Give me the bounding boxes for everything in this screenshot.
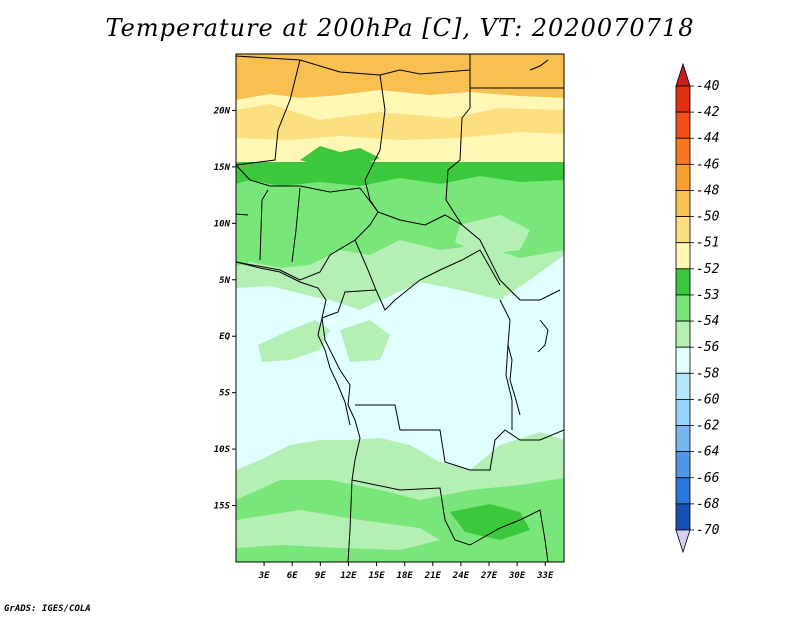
colorbar-label: -42 <box>696 105 720 120</box>
lat-tick-label: 10N <box>214 219 231 229</box>
colorbar-label: -51 <box>696 236 719 251</box>
lat-tick-label: 5N <box>219 276 230 286</box>
lon-tick-label: 21E <box>424 571 442 581</box>
field-dark-green-south <box>450 504 530 540</box>
colorbar-swatch <box>675 85 691 113</box>
colorbar-swatch <box>675 346 691 374</box>
colorbar-label: -70 <box>696 523 720 538</box>
colorbar-label: -40 <box>696 79 720 94</box>
coastline <box>236 59 549 426</box>
lon-tick-label: 6E <box>287 571 298 581</box>
lon-tick-label: 15E <box>368 571 385 581</box>
lon-tick-label: 3E <box>258 571 270 581</box>
colorbar-label: -53 <box>696 288 719 303</box>
colorbar-label: -54 <box>696 314 719 329</box>
colorbar-swatch <box>675 425 691 453</box>
field-yellow <box>236 104 564 140</box>
lat-tick-label: 5S <box>219 389 230 399</box>
lon-tick-label: 12E <box>340 571 357 581</box>
lon-tick-label: 30E <box>508 571 526 581</box>
colorbar-label: -62 <box>696 419 720 434</box>
colorbar-label: -68 <box>696 497 720 512</box>
colorbar-swatch <box>675 320 691 348</box>
colorbar-label: -64 <box>696 445 719 460</box>
colorbar-swatch <box>675 190 691 217</box>
footer-credit: GrADS: IGES/COLA <box>4 604 91 614</box>
axis-ticks: 3E 6E 9E 12E 15E 18E 21E 24E 27E 30E 33E 20N 15N 10N 5… <box>213 106 554 581</box>
colorbar-swatch <box>675 294 691 322</box>
lat-tick-label: 20N <box>213 106 231 116</box>
colorbar-swatch <box>675 216 691 244</box>
colorbar-label: -50 <box>696 210 720 225</box>
colorbar-label: -46 <box>696 157 720 172</box>
lat-tick-label: 10S <box>214 445 231 455</box>
country-borders <box>236 54 564 562</box>
map-frame <box>235 53 565 563</box>
colorbar-swatch <box>675 137 691 165</box>
colorbar-swatch <box>675 268 691 296</box>
map-title: Temperature at 200hPa [C], VT: 202007071… <box>105 14 695 42</box>
colorbar-swatch <box>675 242 691 270</box>
colorbar-label: -44 <box>696 131 719 146</box>
colorbar-top-triangle <box>675 62 691 87</box>
colorbar-swatch <box>675 111 691 139</box>
lon-tick-label: 33E <box>536 571 554 581</box>
lat-tick-label: 15N <box>214 163 231 173</box>
field-cyan <box>236 255 564 470</box>
colorbar-swatch <box>675 372 691 400</box>
colorbar-swatch <box>675 451 691 479</box>
colorbar-label: -52 <box>696 262 720 277</box>
lat-tick-label: 15S <box>214 502 231 512</box>
field-light-pocket <box>455 215 530 255</box>
lon-tick-label: 9E <box>315 571 326 581</box>
colorbar-label: -66 <box>696 471 720 486</box>
colorbar-swatch <box>675 503 691 531</box>
colorbar: -40 -42 -44 -46 -48 -50 -51 -52 -53 -54 -56 -58 -60 -… <box>675 62 720 554</box>
colorbar-swatch <box>675 399 691 426</box>
lon-tick-label: 24E <box>452 571 470 581</box>
field-green-tongue <box>258 320 330 362</box>
colorbar-bottom-triangle <box>675 529 691 554</box>
colorbar-label: -58 <box>696 366 720 381</box>
field-dark-green <box>236 162 564 186</box>
colorbar-label: -60 <box>696 392 720 407</box>
lat-tick-label: EQ <box>219 332 230 342</box>
temperature-field <box>236 54 564 562</box>
lon-tick-label: 18E <box>397 571 414 581</box>
colorbar-label: -56 <box>696 340 720 355</box>
colorbar-swatch <box>675 477 691 505</box>
field-green-tongue-2 <box>340 320 390 362</box>
colorbar-label: -48 <box>696 183 720 198</box>
field-light-green-south <box>236 510 440 550</box>
field-dark-green-blob <box>300 146 380 166</box>
lon-tick-label: 27E <box>480 571 498 581</box>
colorbar-swatch <box>675 163 691 191</box>
